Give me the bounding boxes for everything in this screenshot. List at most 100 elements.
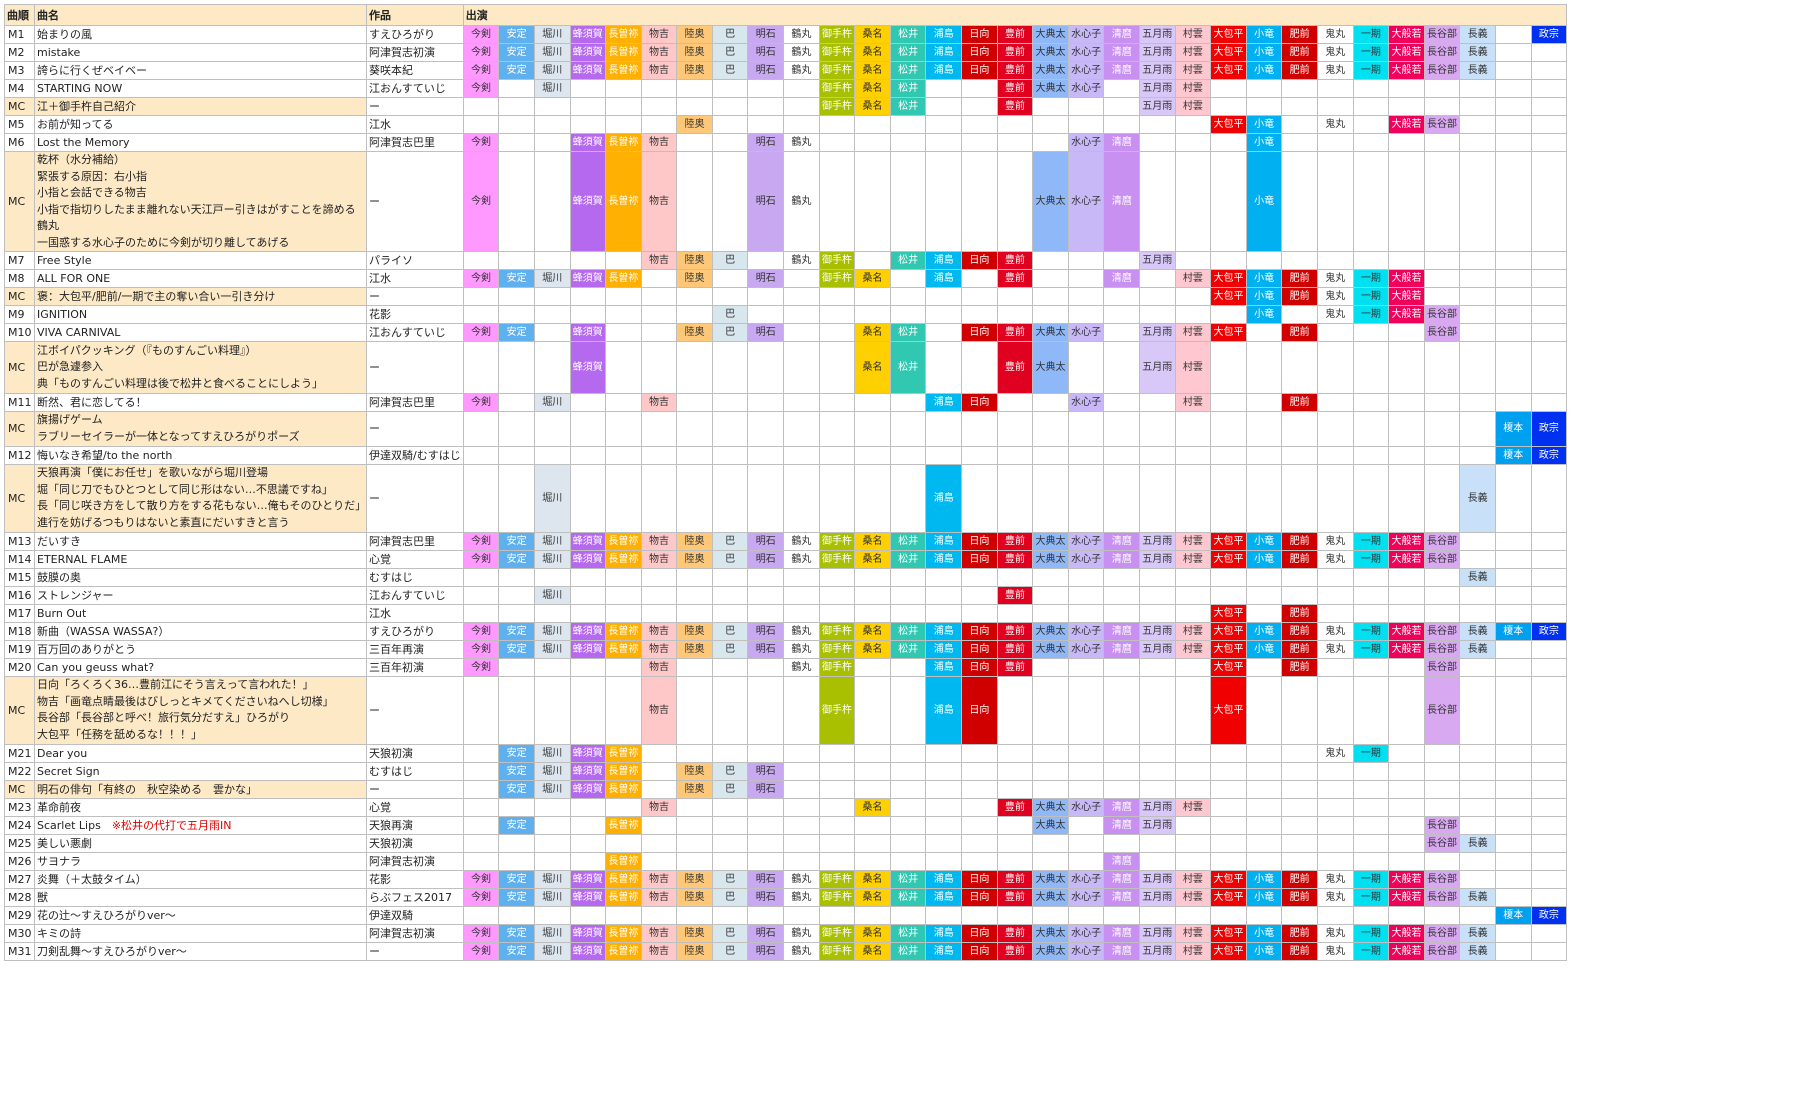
- work-cell[interactable]: 天狼再演: [366, 815, 464, 835]
- cast-cell-kiyomitsu[interactable]: [1103, 79, 1140, 98]
- cast-cell-matsui[interactable]: 松井: [889, 43, 927, 62]
- cast-cell-chogi[interactable]: [1459, 675, 1496, 745]
- cast-cell-murakumo[interactable]: 村雲: [1174, 392, 1212, 412]
- cast-cell-akashi[interactable]: [747, 815, 785, 835]
- cast-cell-suishinshi[interactable]: 水心子: [1067, 797, 1105, 817]
- cast-cell-ichigo[interactable]: 一期: [1352, 639, 1390, 659]
- cast-cell-tsurumaru[interactable]: [783, 392, 820, 412]
- cast-cell-akashi[interactable]: [747, 833, 785, 853]
- cast-cell-hannya[interactable]: 大般若: [1388, 43, 1425, 62]
- cast-cell-urashima[interactable]: [925, 151, 963, 252]
- cast-cell-yasusada[interactable]: 安定: [498, 761, 535, 781]
- cast-cell-tsurumaru[interactable]: [783, 79, 820, 98]
- cast-cell-matsui[interactable]: 松井: [889, 869, 927, 889]
- cast-cell-kuwana[interactable]: [854, 851, 891, 871]
- cast-cell-nagasone[interactable]: [605, 341, 642, 394]
- song-order-cell[interactable]: M21: [4, 743, 35, 763]
- cast-cell-hachisuka[interactable]: 蜂須賀: [569, 25, 607, 44]
- cast-cell-tsurumaru[interactable]: 鶴丸: [783, 621, 820, 641]
- work-cell[interactable]: 江水: [366, 115, 464, 134]
- cast-cell-ichigo[interactable]: 一期: [1352, 621, 1390, 641]
- cast-cell-seifu[interactable]: [1530, 251, 1568, 270]
- cast-cell-ichigo[interactable]: [1352, 133, 1390, 152]
- cast-cell-hachisuka[interactable]: 蜂須賀: [569, 779, 607, 799]
- cast-cell-imatsurugi[interactable]: [462, 287, 500, 306]
- cast-cell-gokotai[interactable]: 御手杵: [818, 79, 856, 98]
- cast-cell-hyuga[interactable]: [961, 779, 998, 799]
- cast-cell-monoyoshi[interactable]: 物吉: [640, 133, 678, 152]
- cast-cell-gokotai[interactable]: 御手杵: [818, 941, 856, 961]
- song-order-cell[interactable]: M20: [4, 657, 35, 677]
- cast-cell-gokotai[interactable]: 御手杵: [818, 869, 856, 889]
- cast-cell-enomoto[interactable]: [1494, 923, 1532, 943]
- cast-cell-kiyomitsu[interactable]: [1103, 341, 1140, 394]
- cast-cell-kuwana[interactable]: 桑名: [854, 97, 891, 116]
- cast-cell-seifu[interactable]: [1530, 323, 1568, 342]
- cast-cell-kiyomitsu[interactable]: [1103, 323, 1140, 342]
- cast-cell-monoyoshi[interactable]: [640, 410, 678, 447]
- cast-cell-suishinshi[interactable]: [1067, 851, 1105, 871]
- cast-cell-kuwana[interactable]: [854, 115, 891, 134]
- cast-cell-imatsurugi[interactable]: 今剣: [462, 941, 500, 961]
- cast-cell-chogi[interactable]: 長義: [1459, 43, 1496, 62]
- cast-cell-yasusada[interactable]: [498, 133, 535, 152]
- cast-cell-suishinshi[interactable]: 水心子: [1067, 923, 1105, 943]
- cast-cell-ichigo[interactable]: [1352, 251, 1390, 270]
- cast-cell-seifu[interactable]: [1530, 61, 1568, 80]
- cast-cell-horikawa[interactable]: 堀川: [533, 463, 571, 533]
- cast-cell-hasebe[interactable]: [1423, 603, 1461, 623]
- cast-cell-imatsurugi[interactable]: 今剣: [462, 621, 500, 641]
- cast-cell-tomoe[interactable]: 巴: [711, 869, 749, 889]
- cast-cell-kogitsunemaru[interactable]: [1245, 79, 1283, 98]
- cast-cell-imatsurugi[interactable]: 今剣: [462, 887, 500, 907]
- cast-cell-buzen[interactable]: 豊前: [996, 657, 1034, 677]
- cast-cell-higo[interactable]: [1281, 743, 1318, 763]
- cast-cell-buzen[interactable]: [996, 463, 1034, 533]
- cast-cell-hannya[interactable]: [1388, 410, 1425, 447]
- cast-cell-ichigo[interactable]: 一期: [1352, 531, 1390, 551]
- cast-cell-suishinshi[interactable]: 水心子: [1067, 151, 1105, 252]
- cast-cell-chogi[interactable]: [1459, 779, 1496, 799]
- cast-cell-okurikara[interactable]: 大典太: [1032, 797, 1069, 817]
- cast-cell-higo[interactable]: [1281, 675, 1318, 745]
- cast-cell-enomoto[interactable]: [1494, 743, 1532, 763]
- cast-cell-seifu[interactable]: 政宗: [1530, 905, 1568, 925]
- cast-cell-hasebe[interactable]: [1423, 251, 1461, 270]
- cast-cell-seifu[interactable]: [1530, 392, 1568, 412]
- cast-cell-imatsurugi[interactable]: 今剣: [462, 531, 500, 551]
- cast-cell-samidare[interactable]: 五月雨: [1139, 887, 1176, 907]
- cast-cell-kiyomitsu[interactable]: [1103, 905, 1140, 925]
- cast-cell-ookanehira[interactable]: [1210, 305, 1247, 324]
- cast-cell-enomoto[interactable]: [1494, 887, 1532, 907]
- cast-cell-okurikara[interactable]: [1032, 133, 1069, 152]
- song-order-cell[interactable]: M18: [4, 621, 35, 641]
- cast-cell-akashi[interactable]: [747, 851, 785, 871]
- cast-cell-monoyoshi[interactable]: 物吉: [640, 251, 678, 270]
- cast-cell-horikawa[interactable]: 堀川: [533, 61, 571, 80]
- cast-cell-monoyoshi[interactable]: [640, 269, 678, 288]
- cast-cell-hyuga[interactable]: [961, 851, 998, 871]
- cast-cell-buzen[interactable]: [996, 743, 1034, 763]
- cast-cell-urashima[interactable]: [925, 567, 963, 587]
- cast-cell-seifu[interactable]: [1530, 97, 1568, 116]
- cast-cell-samidare[interactable]: 五月雨: [1139, 25, 1176, 44]
- cast-cell-higo[interactable]: [1281, 905, 1318, 925]
- cast-cell-monoyoshi[interactable]: 物吉: [640, 639, 678, 659]
- cast-cell-hyuga[interactable]: [961, 305, 998, 324]
- cast-cell-hachisuka[interactable]: [569, 797, 607, 817]
- cast-cell-matsui[interactable]: [889, 585, 927, 605]
- cast-cell-matsui[interactable]: 松井: [889, 61, 927, 80]
- cast-cell-horikawa[interactable]: [533, 287, 571, 306]
- cast-cell-chogi[interactable]: 長義: [1459, 61, 1496, 80]
- cast-cell-enomoto[interactable]: [1494, 287, 1532, 306]
- cast-cell-imatsurugi[interactable]: 今剣: [462, 25, 500, 44]
- cast-cell-kogitsunemaru[interactable]: 小竜: [1245, 61, 1283, 80]
- cast-cell-mutsunokami[interactable]: 陸奥: [676, 323, 713, 342]
- cast-cell-onimaru[interactable]: 鬼丸: [1316, 887, 1354, 907]
- cast-cell-matsui[interactable]: [889, 815, 927, 835]
- cast-cell-hasebe[interactable]: [1423, 97, 1461, 116]
- cast-cell-murakumo[interactable]: 村雲: [1174, 621, 1212, 641]
- cast-cell-urashima[interactable]: 浦島: [925, 887, 963, 907]
- cast-cell-urashima[interactable]: [925, 341, 963, 394]
- cast-cell-okurikara[interactable]: 大典太: [1032, 639, 1069, 659]
